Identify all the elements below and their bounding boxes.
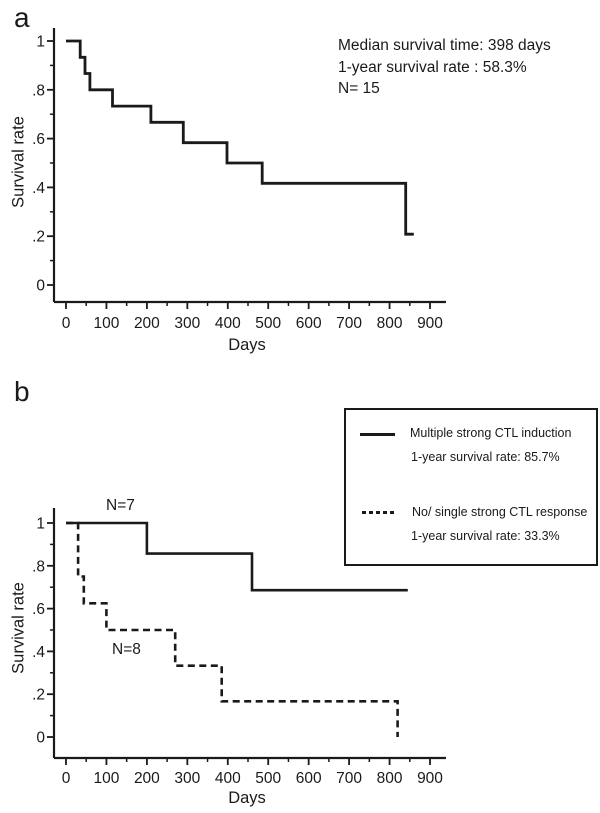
legend: Multiple strong CTL induction 1-year sur… — [344, 408, 598, 566]
x-tick-label: 700 — [336, 315, 362, 332]
annotation-one-year-rate: 1-year survival rate : 58.3% — [338, 58, 527, 76]
x-tick-label: 800 — [377, 770, 403, 787]
x-tick-label: 900 — [417, 315, 443, 332]
y-tick-label: .8 — [32, 558, 45, 575]
x-tick-label: 500 — [255, 315, 281, 332]
y-tick-label: 0 — [36, 730, 45, 747]
x-tick-label: 800 — [377, 315, 403, 332]
y-tick-label: .6 — [32, 131, 45, 148]
survival-curve-solid — [66, 521, 408, 592]
y-tick-label: 1 — [36, 34, 45, 51]
x-tick-label: 900 — [417, 770, 443, 787]
x-tick-label: 300 — [174, 315, 200, 332]
annotation-n-count: N= 15 — [338, 80, 380, 97]
x-tick-label: 400 — [215, 315, 241, 332]
y-tick-label: .6 — [32, 601, 45, 618]
x-tick-label: 0 — [62, 315, 71, 332]
panel-a-annotation: Median survival time: 398 days 1-year su… — [338, 35, 551, 100]
x-tick-label: 0 — [62, 770, 71, 787]
y-tick-label: 0 — [36, 278, 45, 295]
legend-item2-label: No/ single strong CTL response — [412, 505, 588, 519]
x-tick-label: 500 — [255, 770, 281, 787]
x-tick-label: 700 — [336, 770, 362, 787]
x-tick-label: 600 — [296, 315, 322, 332]
annotation-median-survival: Median survival time: 398 days — [338, 37, 551, 54]
survival-curve-solid — [66, 39, 414, 236]
y-tick-label: .4 — [32, 644, 45, 661]
y-tick-label: .8 — [32, 82, 45, 99]
x-tick-label: 100 — [94, 315, 120, 332]
y-tick-label: .2 — [32, 687, 45, 704]
panel-b-x-axis-title: Days — [228, 789, 266, 807]
panel-b-n8-label: N=8 — [112, 641, 141, 658]
panel-a-x-axis-title: Days — [228, 336, 266, 354]
panel-a-letter: a — [14, 2, 30, 33]
legend-item1-rate: 1-year survival rate: 85.7% — [411, 450, 560, 464]
legend-solid-line-sample — [360, 433, 395, 436]
x-tick-label: 100 — [94, 770, 120, 787]
legend-item2-rate: 1-year survival rate: 33.3% — [411, 529, 560, 543]
x-tick-label: 300 — [174, 770, 200, 787]
x-tick-label: 400 — [215, 770, 241, 787]
x-tick-label: 200 — [134, 315, 160, 332]
x-tick-label: 200 — [134, 770, 160, 787]
panel-a-y-axis-title: Survival rate — [9, 116, 28, 208]
survival-curve-dashed — [66, 521, 399, 737]
legend-item1-label: Multiple strong CTL induction — [410, 426, 572, 440]
panel-b-n7-label: N=7 — [106, 497, 135, 514]
panel-a-plot: 0 100 200 300 400 500 600 700 800 900 1 .8 .6 .4 .2 0 — [32, 28, 446, 332]
y-tick-label: 1 — [36, 516, 45, 533]
panel-b-plot: 0 100 200 300 400 500 600 700 800 900 1 .8 .6 .4 .2 0 — [32, 508, 446, 787]
y-tick-label: .2 — [32, 229, 45, 246]
y-tick-label: .4 — [32, 180, 45, 197]
panel-b-y-axis-title: Survival rate — [9, 582, 28, 674]
legend-dashed-line-sample — [362, 511, 394, 514]
panel-b-letter: b — [14, 376, 30, 407]
x-tick-label: 600 — [296, 770, 322, 787]
